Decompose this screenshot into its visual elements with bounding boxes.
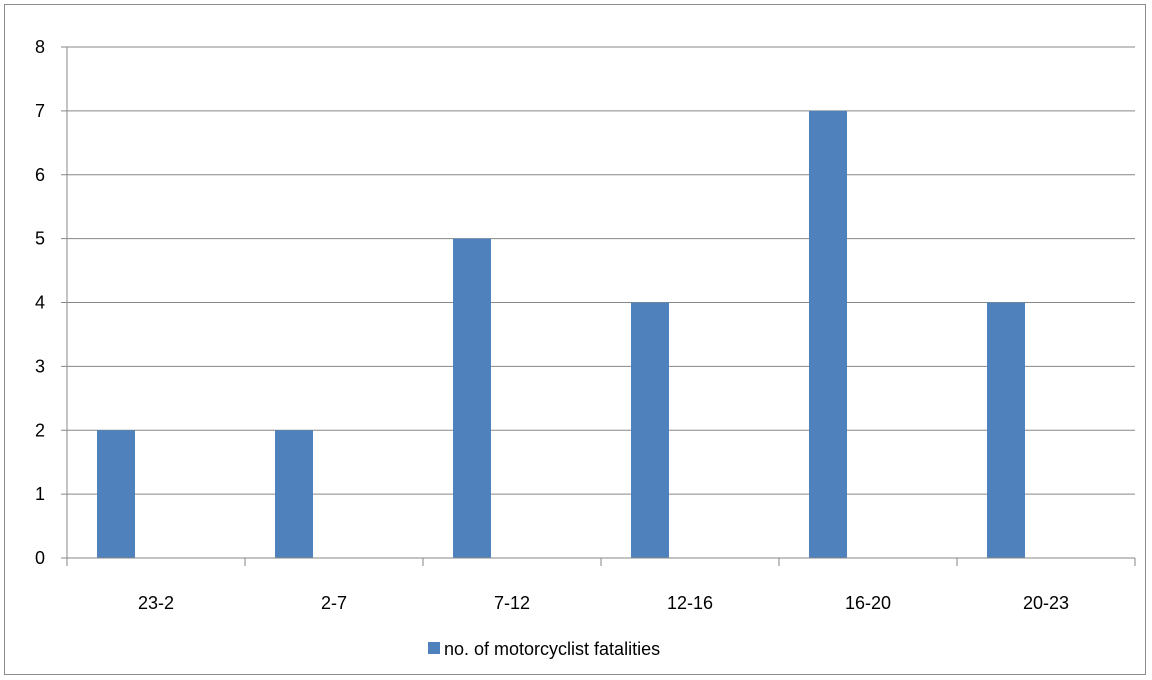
legend: no. of motorcyclist fatalities xyxy=(428,639,660,659)
y-tick-label-2: 2 xyxy=(35,420,45,440)
gridlines xyxy=(67,46,1135,495)
x-tick-label-7-12: 7-12 xyxy=(494,593,530,613)
bars xyxy=(97,110,1025,558)
y-tick-label-5: 5 xyxy=(35,229,45,249)
y-tick-label-0: 0 xyxy=(35,548,45,568)
y-tick-label-8: 8 xyxy=(35,37,45,57)
x-tick-labels: 23-2 2-7 7-12 12-16 16-20 20-23 xyxy=(138,593,1069,613)
y-tick-label-4: 4 xyxy=(35,293,45,313)
bar-2-7 xyxy=(275,430,313,558)
legend-swatch xyxy=(428,642,440,654)
y-tick-label-3: 3 xyxy=(35,356,45,376)
x-tick-label-20-23: 20-23 xyxy=(1023,593,1069,613)
y-tick-labels: 0 1 2 3 4 5 6 7 8 xyxy=(35,37,45,568)
axes xyxy=(61,46,1136,566)
bar-7-12 xyxy=(453,238,491,558)
x-tick-label-12-16: 12-16 xyxy=(667,593,713,613)
y-tick-label-7: 7 xyxy=(35,101,45,121)
x-tick-label-23-2: 23-2 xyxy=(138,593,174,613)
bar-12-16 xyxy=(631,302,669,558)
x-tick-label-2-7: 2-7 xyxy=(321,593,347,613)
x-tick-label-16-20: 16-20 xyxy=(845,593,891,613)
y-tick-label-6: 6 xyxy=(35,165,45,185)
bar-23-2 xyxy=(97,430,135,558)
y-tick-label-1: 1 xyxy=(35,484,45,504)
legend-label: no. of motorcyclist fatalities xyxy=(444,639,660,659)
bar-16-20 xyxy=(809,110,847,558)
chart-frame xyxy=(4,4,1146,675)
bar-20-23 xyxy=(987,302,1025,558)
